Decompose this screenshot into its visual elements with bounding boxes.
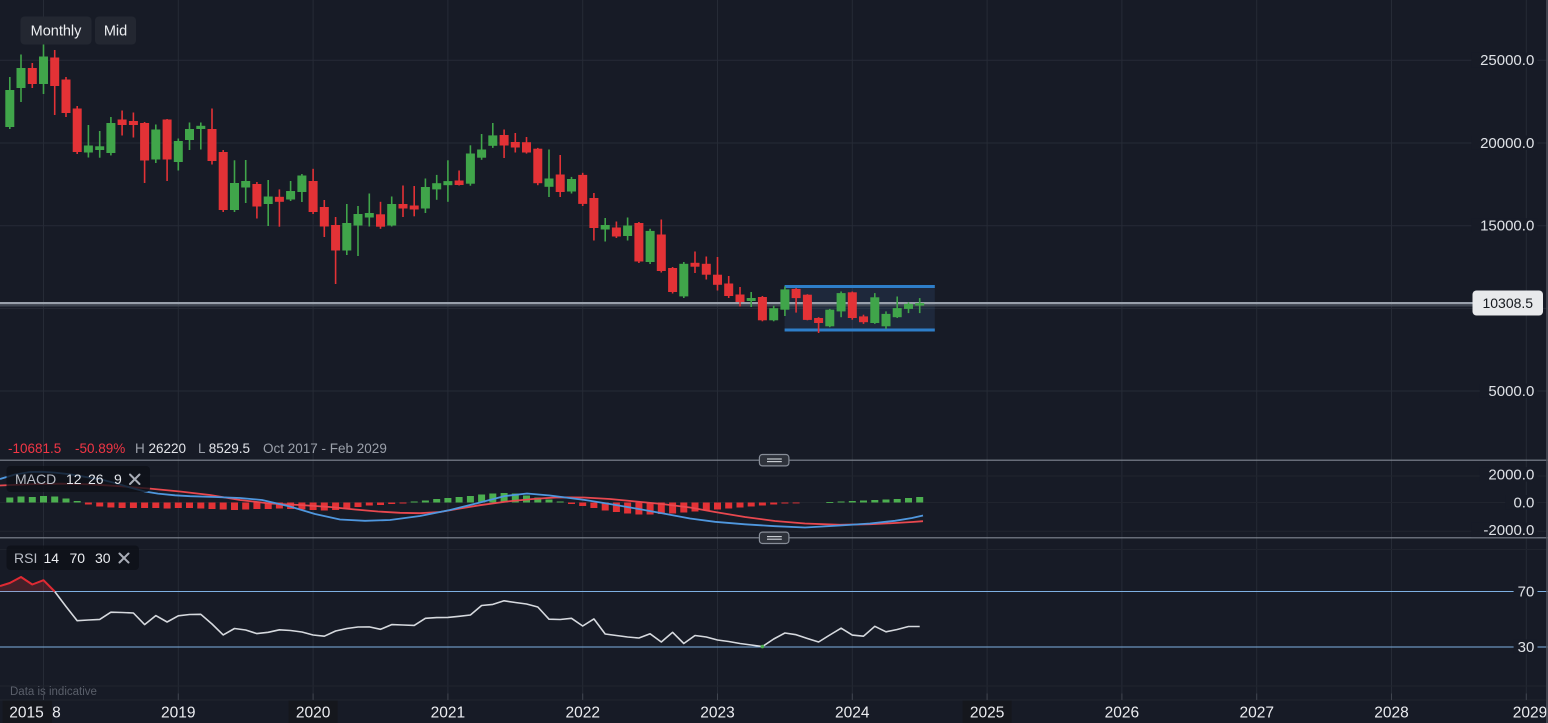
svg-text:2024: 2024 [835, 704, 870, 721]
svg-text:10308.5: 10308.5 [1482, 295, 1533, 311]
svg-text:70: 70 [70, 550, 86, 566]
svg-text:RSI: RSI [14, 550, 37, 566]
svg-text:9: 9 [114, 471, 122, 487]
svg-text:2028: 2028 [1374, 704, 1408, 721]
svg-text:2020: 2020 [296, 704, 331, 721]
svg-text:2023: 2023 [700, 704, 734, 721]
svg-text:-10681.5: -10681.5 [8, 441, 61, 456]
svg-text:2015: 2015 [9, 704, 43, 721]
svg-text:70: 70 [1518, 583, 1535, 600]
svg-text:-2000.0: -2000.0 [1483, 522, 1534, 539]
svg-text:Oct 2017 - Feb 2029: Oct 2017 - Feb 2029 [263, 441, 387, 456]
svg-text:2026: 2026 [1105, 704, 1139, 721]
svg-text:20000.0: 20000.0 [1480, 135, 1534, 152]
svg-text:L 8529.5: L 8529.5 [198, 441, 250, 456]
svg-text:Data is indicative: Data is indicative [10, 686, 97, 698]
svg-text:15000.0: 15000.0 [1480, 218, 1534, 235]
svg-text:-50.89%: -50.89% [75, 441, 125, 456]
svg-text:25000.0: 25000.0 [1480, 52, 1534, 69]
svg-text:12: 12 [66, 471, 82, 487]
svg-text:2025: 2025 [970, 704, 1004, 721]
svg-text:MACD: MACD [15, 471, 56, 487]
svg-text:30: 30 [1518, 639, 1535, 656]
svg-text:14: 14 [44, 550, 60, 566]
svg-text:2000.0: 2000.0 [1488, 467, 1534, 484]
svg-text:Mid: Mid [104, 24, 127, 40]
svg-text:0.0: 0.0 [1513, 494, 1534, 511]
svg-text:2019: 2019 [161, 704, 195, 721]
svg-text:2029: 2029 [1513, 704, 1547, 721]
svg-text:5000.0: 5000.0 [1488, 383, 1534, 400]
svg-text:Monthly: Monthly [31, 24, 83, 40]
svg-text:30: 30 [95, 550, 111, 566]
svg-text:26: 26 [88, 471, 104, 487]
svg-text:2021: 2021 [431, 704, 465, 721]
svg-text:2027: 2027 [1239, 704, 1273, 721]
svg-text:2022: 2022 [565, 704, 599, 721]
svg-text:H 26220: H 26220 [135, 441, 186, 456]
